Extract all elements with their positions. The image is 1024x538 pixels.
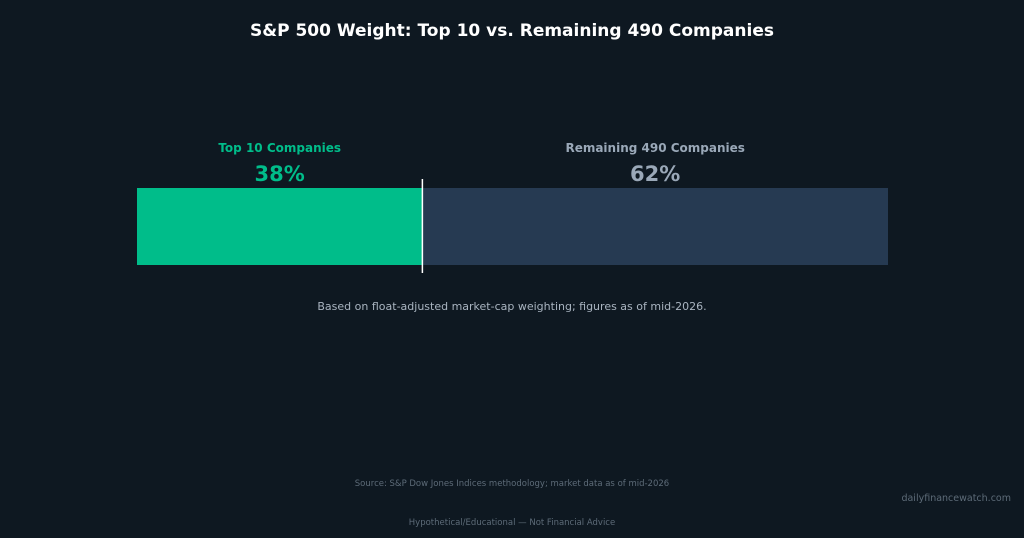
site-watermark: dailyfinancewatch.com [901,493,1011,504]
bar-segment-remaining-490 [422,188,888,265]
segment-value-top-10: 38% [255,162,305,186]
disclaimer-note: Hypothetical/Educational — Not Financial… [409,518,615,528]
chart-title: S&P 500 Weight: Top 10 vs. Remaining 490… [250,21,774,41]
bar-segment-top-10 [137,188,423,265]
segment-value-remaining-490: 62% [630,162,680,186]
segment-name-top-10: Top 10 Companies [218,141,341,155]
segment-label-group: Top 10 Companies 38% Remaining 490 Compani… [218,141,745,186]
chart-annotation: Based on float-adjusted market-cap weigh… [317,300,706,313]
segment-name-remaining-490: Remaining 490 Companies [565,141,744,155]
source-note: Source: S&P Dow Jones Indices methodolog… [355,479,669,489]
stacked-bar-group [137,179,888,273]
